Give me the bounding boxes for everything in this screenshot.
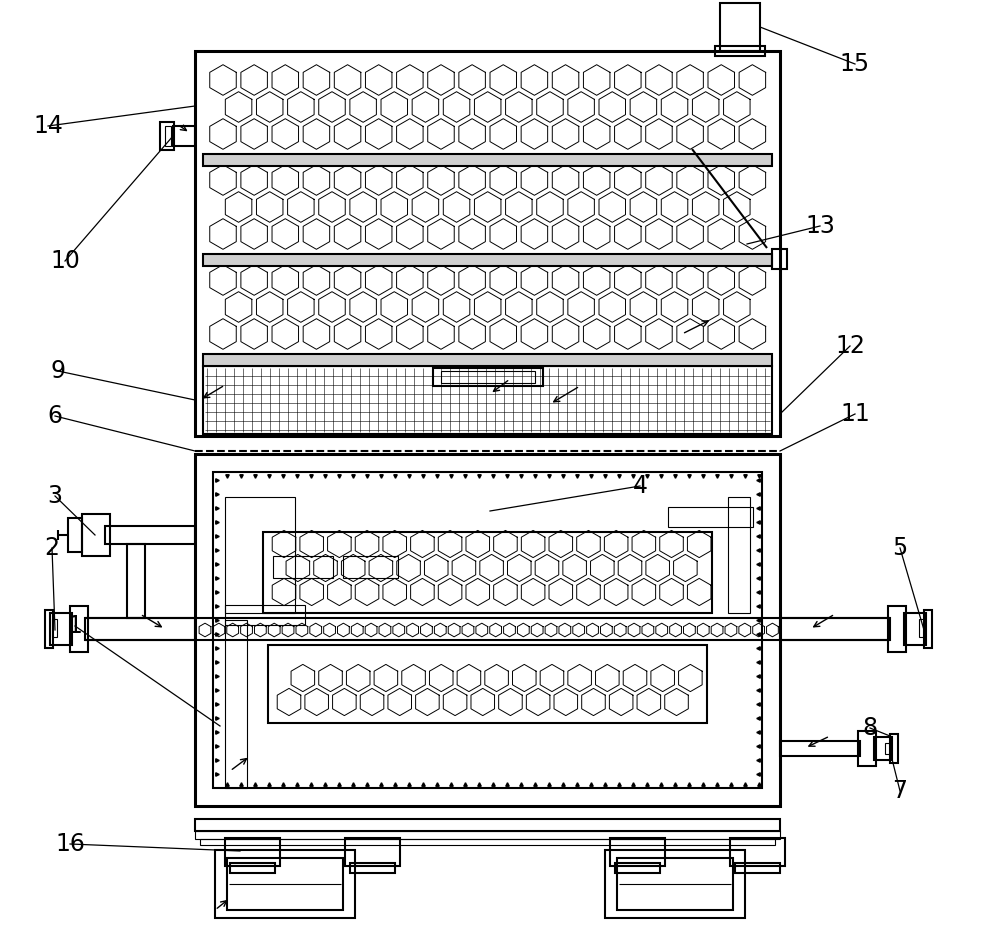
Bar <box>919 619 924 637</box>
Text: 13: 13 <box>805 214 835 238</box>
Bar <box>52 619 57 637</box>
Bar <box>728 497 750 613</box>
Bar <box>858 731 876 766</box>
Bar <box>268 645 707 723</box>
Bar <box>50 613 72 645</box>
Bar <box>70 606 88 652</box>
Text: 9: 9 <box>50 359 66 383</box>
Bar <box>105 526 195 544</box>
Bar <box>888 606 906 652</box>
Bar <box>610 838 665 866</box>
Bar <box>772 249 787 269</box>
Bar <box>617 858 733 910</box>
Bar <box>273 556 333 578</box>
Bar <box>780 618 890 640</box>
Bar <box>225 620 247 788</box>
Text: 5: 5 <box>892 536 908 560</box>
Bar <box>263 532 712 613</box>
Bar <box>615 863 660 873</box>
Bar <box>127 544 145 618</box>
Bar <box>45 610 53 648</box>
Bar <box>213 472 762 788</box>
Text: 16: 16 <box>55 832 85 856</box>
Bar <box>720 3 760 51</box>
Text: 1: 1 <box>68 614 82 638</box>
Bar <box>215 850 355 918</box>
Bar <box>227 858 343 910</box>
Text: 2: 2 <box>44 536 60 560</box>
Bar <box>715 46 765 56</box>
Bar <box>173 126 195 146</box>
Bar <box>225 605 305 625</box>
Bar <box>343 556 398 578</box>
Bar <box>68 518 82 552</box>
Bar <box>225 497 295 613</box>
Bar <box>890 734 898 763</box>
Bar <box>350 863 395 873</box>
Bar <box>885 743 890 754</box>
Bar <box>200 839 775 845</box>
Bar <box>780 741 860 756</box>
Bar <box>160 122 174 150</box>
Bar <box>605 850 745 918</box>
Bar <box>203 154 772 166</box>
Bar <box>730 838 785 866</box>
Bar <box>924 610 932 648</box>
Bar <box>668 507 753 527</box>
Bar <box>225 838 280 866</box>
Text: 8: 8 <box>862 716 878 740</box>
Text: 6: 6 <box>48 404 62 428</box>
Text: 3: 3 <box>48 484 62 508</box>
Text: 12: 12 <box>835 334 865 358</box>
Bar <box>195 454 780 806</box>
Bar <box>440 371 534 383</box>
Bar <box>230 863 275 873</box>
Bar <box>195 831 780 839</box>
Bar <box>195 51 780 436</box>
Text: 15: 15 <box>840 52 870 76</box>
Text: 14: 14 <box>33 114 63 138</box>
Bar <box>203 366 772 434</box>
Bar <box>203 254 772 266</box>
Bar <box>203 354 772 366</box>
Bar <box>82 514 110 556</box>
Text: 11: 11 <box>840 402 870 426</box>
Bar <box>195 819 780 831</box>
Bar <box>345 838 400 866</box>
Bar <box>735 863 780 873</box>
Bar <box>165 126 171 146</box>
Text: 10: 10 <box>50 249 80 273</box>
Text: 4: 4 <box>633 474 648 498</box>
Bar <box>85 618 195 640</box>
Bar <box>874 737 892 760</box>
Bar <box>432 368 542 386</box>
Text: 7: 7 <box>893 779 908 803</box>
Bar <box>904 613 926 645</box>
